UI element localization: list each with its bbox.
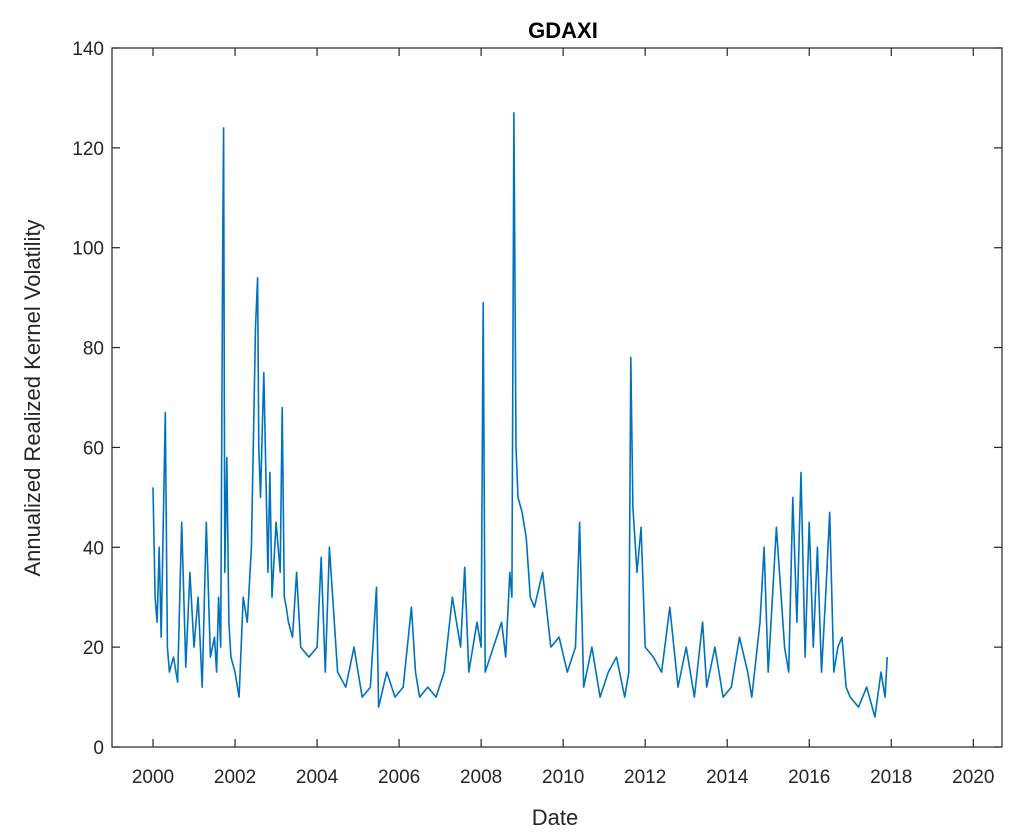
x-axis-label: Date [532, 805, 578, 830]
plot-box [111, 47, 1003, 748]
y-axis-label: Annualized Realized Kernel Volatility [20, 219, 45, 576]
x-axis: 2000 2002 2004 2006 2008 2010 2012 2014 2016 2018… [132, 48, 994, 788]
series-line [152, 112, 888, 718]
x-tick-label: 2016 [788, 767, 830, 788]
y-tick-label: 0 [93, 738, 104, 759]
y-tick-label: 40 [83, 538, 104, 559]
x-tick-label: 2006 [378, 767, 420, 788]
y-axis: 0 20 40 60 80 100 120 140 [72, 39, 1002, 759]
x-tick-label: 2018 [870, 767, 912, 788]
x-tick-label: 2000 [132, 767, 174, 788]
y-tick-label: 140 [72, 39, 104, 60]
x-tick-label: 2008 [460, 767, 502, 788]
y-tick-label: 60 [83, 438, 104, 459]
x-tick-label: 2012 [624, 767, 666, 788]
x-tick-label: 2014 [706, 767, 749, 788]
chart-title: GDAXI [528, 18, 598, 43]
x-tick-label: 2002 [214, 767, 256, 788]
y-tick-label: 120 [72, 139, 104, 160]
plot-area [111, 47, 1003, 748]
y-tick-label: 80 [83, 339, 104, 360]
x-tick-label: 2020 [952, 767, 994, 788]
x-tick-label: 2010 [542, 767, 584, 788]
y-tick-label: 100 [72, 239, 104, 260]
x-tick-label: 2004 [296, 767, 339, 788]
y-tick-label: 20 [83, 638, 104, 659]
